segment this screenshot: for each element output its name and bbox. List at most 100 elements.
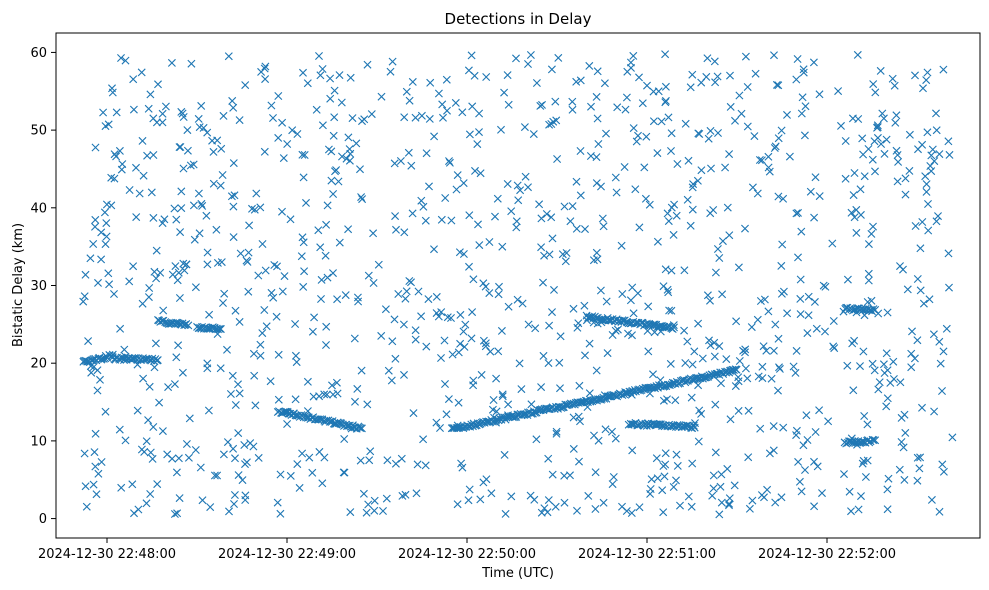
detection-point	[215, 324, 224, 333]
detection-point	[629, 309, 638, 318]
detection-point	[756, 297, 765, 305]
detection-point	[649, 117, 658, 126]
detection-point	[175, 294, 184, 302]
detection-point	[806, 187, 815, 196]
detection-point	[801, 466, 809, 474]
detection-point	[890, 81, 899, 90]
detection-point	[172, 353, 181, 362]
detection-point	[178, 368, 187, 377]
detection-point	[711, 400, 720, 409]
detection-point	[618, 502, 626, 511]
detection-point	[602, 129, 610, 138]
detection-point	[230, 491, 239, 499]
detection-point	[473, 140, 482, 149]
detection-point	[150, 267, 159, 276]
detection-point	[174, 319, 183, 328]
detection-point	[132, 213, 141, 222]
detection-point	[718, 290, 727, 299]
detection-point	[316, 243, 325, 252]
detection-point	[913, 275, 922, 283]
detection-point	[895, 465, 904, 474]
detection-point	[711, 448, 720, 457]
detection-point	[939, 347, 948, 356]
detection-point	[924, 200, 932, 208]
detection-point	[175, 494, 184, 503]
detection-point	[550, 405, 559, 413]
detection-point	[744, 453, 753, 462]
detection-point	[877, 140, 886, 148]
detection-point	[333, 389, 342, 398]
detection-point	[383, 456, 392, 465]
detection-point	[437, 215, 446, 224]
detection-point	[252, 189, 261, 198]
detection-point	[659, 282, 668, 291]
detection-point	[739, 346, 748, 355]
detection-point	[537, 383, 546, 392]
detection-point	[901, 174, 910, 183]
detection-point	[889, 357, 898, 366]
detection-point	[175, 143, 184, 152]
detection-point	[363, 60, 372, 69]
detection-point	[687, 502, 696, 511]
detection-point	[280, 272, 289, 281]
detection-point	[470, 71, 479, 80]
detection-point	[241, 496, 250, 504]
detection-point	[102, 232, 111, 241]
detection-point	[229, 233, 238, 242]
detection-point	[910, 354, 919, 363]
detection-point	[769, 422, 778, 431]
detection-point	[335, 71, 344, 80]
detection-point	[465, 211, 474, 220]
detection-point	[97, 458, 106, 466]
detection-point	[624, 329, 632, 338]
detection-point	[229, 444, 238, 453]
detection-point	[702, 72, 711, 81]
detection-point	[717, 498, 726, 507]
detection-point	[686, 221, 695, 230]
detection-point	[907, 363, 916, 372]
detection-point	[335, 238, 344, 247]
detection-point	[882, 402, 891, 411]
detection-point	[628, 331, 636, 340]
detection-point	[927, 151, 936, 160]
detection-point	[139, 374, 148, 383]
detection-point	[203, 260, 212, 269]
detection-point	[314, 226, 323, 235]
detection-point	[481, 339, 490, 348]
detection-point	[657, 117, 666, 126]
detection-point	[340, 435, 349, 443]
detection-point	[115, 425, 124, 434]
detection-point	[382, 494, 391, 503]
detection-point	[293, 460, 302, 469]
detection-point	[310, 313, 319, 322]
detection-point	[500, 450, 509, 459]
detection-point	[633, 289, 642, 298]
detection-point	[864, 269, 873, 278]
detection-point	[297, 252, 306, 261]
detection-point	[841, 174, 850, 183]
detection-point	[576, 417, 584, 426]
detection-point	[464, 496, 473, 505]
detection-point	[629, 51, 638, 60]
detection-point	[344, 225, 353, 234]
detection-point	[704, 134, 713, 143]
detection-point	[261, 266, 270, 275]
detection-point	[757, 156, 766, 165]
detection-point	[489, 396, 498, 404]
detection-point	[150, 363, 159, 372]
detection-point	[661, 96, 670, 105]
detection-point	[408, 77, 417, 86]
detection-point	[334, 177, 343, 186]
detection-point	[139, 171, 148, 180]
detection-point	[96, 375, 104, 384]
detection-point	[100, 208, 109, 217]
detection-point	[456, 339, 465, 348]
detection-point	[117, 483, 126, 492]
detection-point	[453, 500, 462, 509]
detection-point	[860, 172, 869, 181]
detection-point	[227, 192, 236, 201]
detection-point	[716, 482, 725, 491]
detection-point	[548, 234, 557, 243]
detection-point	[652, 454, 661, 463]
detection-point	[226, 390, 235, 398]
